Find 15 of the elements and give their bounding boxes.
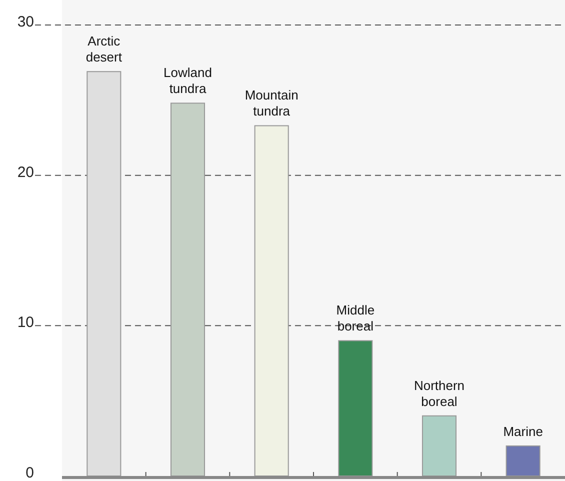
bar bbox=[170, 102, 206, 476]
y-tick-label: 30 bbox=[17, 14, 34, 30]
x-tick-label: Mountain tundra bbox=[244, 88, 298, 119]
bar bbox=[422, 415, 457, 476]
y-tick-label: 0 bbox=[26, 464, 34, 481]
x-tick-label: Marine bbox=[503, 424, 543, 439]
y-tick-label: 20 bbox=[17, 164, 34, 181]
bar bbox=[254, 125, 289, 476]
x-tick-label: Northern boreal bbox=[414, 378, 465, 409]
x-tick-label: Arctic desert bbox=[86, 34, 122, 65]
bar bbox=[86, 71, 122, 476]
y-tick-label: 10 bbox=[17, 314, 34, 332]
bar bbox=[338, 340, 373, 476]
bar bbox=[506, 445, 540, 476]
x-tick-label: Lowland tundra bbox=[164, 65, 212, 96]
